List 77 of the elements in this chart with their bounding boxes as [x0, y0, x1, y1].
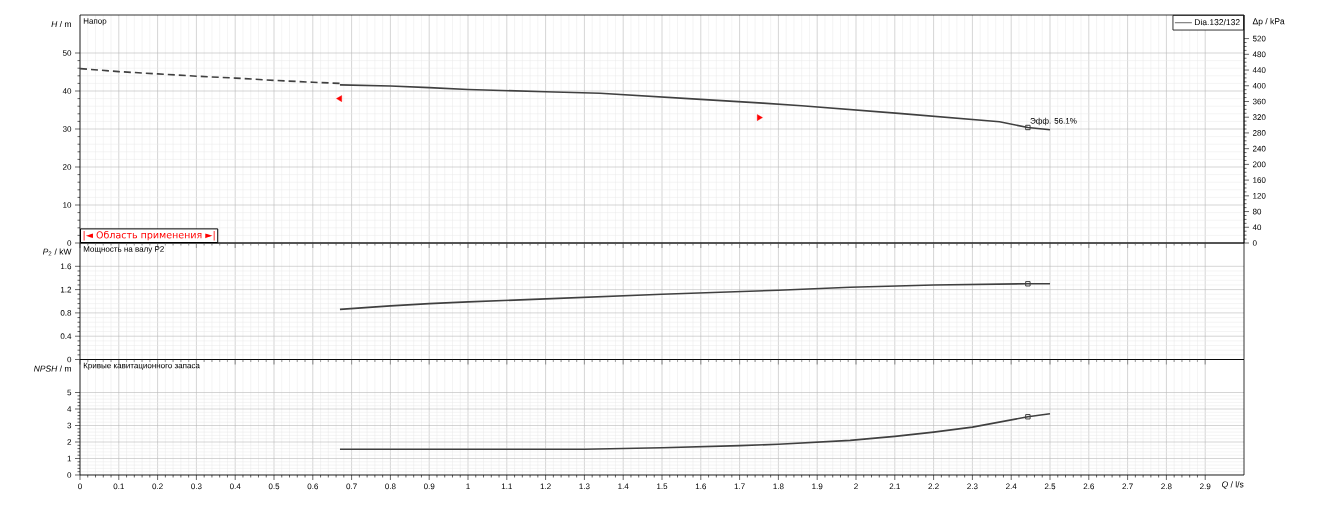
x-tick-label: 0 [78, 483, 82, 490]
y-tick-label: 30 [62, 126, 72, 132]
y-tick-label: 20 [62, 164, 72, 170]
x-tick-label: 0.4 [229, 483, 241, 490]
x-tick-label: 0.9 [423, 483, 435, 490]
x-tick-label: 2.4 [1006, 483, 1017, 490]
x-tick-label: 1.7 [734, 483, 745, 490]
line-series [339, 412, 1051, 451]
x-tick-label: 2.3 [967, 483, 978, 490]
y2-tick-label: 80 [1252, 208, 1262, 215]
x-tick-label: 2.9 [1200, 483, 1211, 490]
y2-tick-label: 400 [1252, 82, 1266, 89]
chart-title: Напор [83, 18, 107, 26]
x-tick-label: 2.8 [1161, 483, 1172, 490]
y2-tick-label: 40 [1252, 224, 1262, 231]
x-tick-label: 0.7 [346, 483, 357, 490]
x-tick-label: 2.2 [928, 483, 939, 490]
x-tick-label: 1.8 [773, 483, 784, 490]
x-tick-label: 1.5 [657, 483, 668, 490]
x-tick-label: 0.6 [307, 483, 319, 490]
annotation: |◄ Область применения ►| [83, 230, 215, 241]
y-tick-label: 1 [67, 455, 72, 462]
y2-tick-label: 360 [1252, 98, 1266, 105]
y-tick-label: 1.6 [60, 263, 72, 270]
y-tick-label: 1.2 [60, 286, 72, 293]
y2-tick-label: 120 [1253, 192, 1266, 199]
y-tick-label: 50 [62, 50, 72, 56]
y-axis-title: P$_{2}$ / kW [42, 248, 72, 256]
x-tick-label: 1.2 [540, 483, 551, 490]
chart-title: Кривые кавитационного запаса [83, 362, 200, 370]
point [336, 95, 342, 102]
x-axis-title: Q / l/s [1222, 481, 1244, 489]
y2-tick-label: 160 [1253, 177, 1266, 183]
y2-tick-label: 440 [1252, 67, 1266, 73]
y-tick-label: 0.8 [60, 310, 72, 316]
x-tick-label: 0.8 [385, 483, 396, 490]
line-series [339, 282, 1051, 311]
x-tick-label: 1 [466, 483, 470, 490]
point [757, 114, 763, 121]
y-tick-label: 40 [62, 88, 72, 94]
x-tick-label: 0.1 [113, 483, 124, 490]
x-tick-label: 0.5 [268, 483, 280, 490]
y-tick-label: 0 [67, 356, 72, 363]
y2-tick-label: 320 [1252, 114, 1266, 121]
x-tick-label: 2.7 [1122, 483, 1133, 490]
y-tick-label: 4 [67, 406, 72, 412]
y-tick-label: 0.4 [60, 333, 72, 340]
x-tick-label: 2 [854, 483, 858, 490]
y2-tick-label: 280 [1252, 130, 1266, 136]
x-tick-label: 1.4 [618, 483, 629, 490]
y-tick-label: 5 [67, 389, 72, 396]
y2-tick-label: 240 [1252, 145, 1266, 152]
y2-tick-label: 480 [1252, 51, 1266, 58]
x-tick-label: 1.9 [812, 483, 823, 490]
y-tick-label: 3 [67, 422, 72, 429]
y-tick-label: 10 [63, 202, 72, 208]
x-tick-label: 0.2 [152, 483, 163, 490]
y-tick-label: 2 [67, 439, 72, 445]
x-tick-label: 1.6 [695, 483, 707, 490]
y-axis-title: H / m [51, 20, 71, 28]
x-tick-label: 2.1 [889, 483, 900, 490]
y2-tick-label: 520 [1252, 35, 1266, 42]
chart-title: Мощность на валу P2 [83, 246, 164, 254]
x-tick-label: 2.5 [1044, 483, 1056, 490]
y2-tick-label: 0 [1252, 240, 1257, 246]
x-tick-label: 1.1 [501, 483, 512, 490]
y2-tick-label: 200 [1252, 161, 1266, 168]
x-tick-label: 2.6 [1083, 483, 1095, 490]
y-tick-label: 0 [67, 240, 72, 246]
x-tick-label: 0.3 [191, 483, 202, 490]
y-tick-label: 0 [67, 472, 72, 478]
point [1025, 124, 1031, 131]
legend-label: Dia.132/132 [1194, 18, 1240, 26]
y2-axis-title: Δp / kPa [1252, 18, 1285, 26]
x-tick-label: 1.3 [579, 483, 590, 490]
annotation: Эфф. 56.1% [1030, 117, 1077, 126]
y-axis-title: NPSH / m [33, 365, 71, 372]
